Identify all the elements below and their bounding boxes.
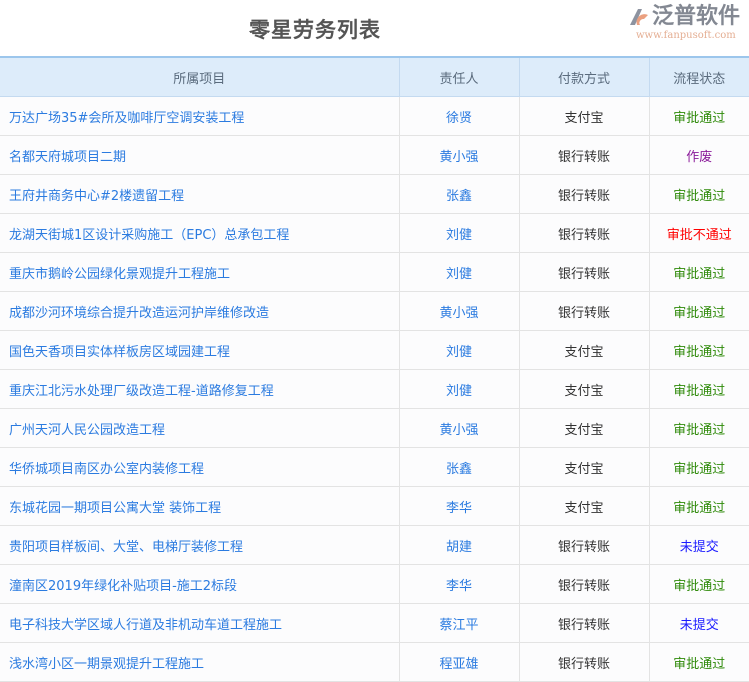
project-cell[interactable]: 龙湖天街城1区设计采购施工（EPC）总承包工程 [0, 213, 400, 253]
status-cell: 审批通过 [648, 252, 749, 292]
status-cell: 审批通过 [648, 174, 749, 214]
column-header-person[interactable]: 责任人 [398, 56, 520, 97]
person-cell[interactable]: 黄小强 [398, 135, 520, 175]
table-row[interactable]: 名都天府城项目二期 黄小强 银行转账 作废 [0, 135, 749, 175]
table-row[interactable]: 国色天香项目实体样板房区域园建工程 刘健 支付宝 审批通过 [0, 330, 749, 370]
payment-cell: 银行转账 [518, 135, 650, 175]
person-cell[interactable]: 胡建 [398, 525, 520, 565]
payment-cell: 支付宝 [518, 486, 650, 526]
status-cell: 审批通过 [648, 369, 749, 409]
person-cell[interactable]: 李华 [398, 564, 520, 604]
person-cell[interactable]: 黄小强 [398, 291, 520, 331]
payment-cell: 支付宝 [518, 330, 650, 370]
table-row[interactable]: 东城花园一期项目公寓大堂 装饰工程 李华 支付宝 审批通过 [0, 486, 749, 526]
project-cell[interactable]: 广州天河人民公园改造工程 [0, 408, 400, 448]
table-row[interactable]: 浅水湾小区一期景观提升工程施工 程亚雄 银行转账 审批通过 [0, 642, 749, 682]
person-cell[interactable]: 刘健 [398, 213, 520, 253]
person-cell[interactable]: 刘健 [398, 369, 520, 409]
table-row[interactable]: 成都沙河环境综合提升改造运河护岸维修改造 黄小强 银行转账 审批通过 [0, 291, 749, 331]
project-cell[interactable]: 东城花园一期项目公寓大堂 装饰工程 [0, 486, 400, 526]
table-row[interactable]: 电子科技大学区域人行道及非机动车道工程施工 蔡江平 银行转账 未提交 [0, 603, 749, 643]
status-cell: 审批不通过 [648, 213, 749, 253]
project-cell[interactable]: 王府井商务中心#2楼遗留工程 [0, 174, 400, 214]
payment-cell: 银行转账 [518, 642, 650, 682]
table-row[interactable]: 广州天河人民公园改造工程 黄小强 支付宝 审批通过 [0, 408, 749, 448]
payment-cell: 银行转账 [518, 213, 650, 253]
project-cell[interactable]: 贵阳项目样板间、大堂、电梯厅装修工程 [0, 525, 400, 565]
person-cell[interactable]: 程亚雄 [398, 642, 520, 682]
column-header-status[interactable]: 流程状态 [648, 56, 749, 97]
column-header-payment[interactable]: 付款方式 [518, 56, 650, 97]
payment-cell: 支付宝 [518, 408, 650, 448]
person-cell[interactable]: 张鑫 [398, 174, 520, 214]
table-row[interactable]: 万达广场35#会所及咖啡厅空调安装工程 徐贤 支付宝 审批通过 [0, 96, 749, 136]
project-cell[interactable]: 电子科技大学区域人行道及非机动车道工程施工 [0, 603, 400, 643]
person-cell[interactable]: 蔡江平 [398, 603, 520, 643]
payment-cell: 银行转账 [518, 174, 650, 214]
status-cell: 未提交 [648, 525, 749, 565]
fanpu-logo-icon [630, 9, 648, 25]
status-cell: 审批通过 [648, 96, 749, 136]
watermark-url: www.fanpusoft.com [636, 30, 736, 41]
page-title: 零星劳务列表 [249, 18, 381, 42]
status-cell: 审批通过 [648, 330, 749, 370]
project-cell[interactable]: 万达广场35#会所及咖啡厅空调安装工程 [0, 96, 400, 136]
project-cell[interactable]: 名都天府城项目二期 [0, 135, 400, 175]
status-cell: 审批通过 [648, 486, 749, 526]
labor-table: 所属项目 责任人 付款方式 流程状态 万达广场35#会所及咖啡厅空调安装工程 徐贤… [0, 56, 749, 682]
status-cell: 作废 [648, 135, 749, 175]
project-cell[interactable]: 浅水湾小区一期景观提升工程施工 [0, 642, 400, 682]
project-cell[interactable]: 重庆市鹅岭公园绿化景观提升工程施工 [0, 252, 400, 292]
person-cell[interactable]: 黄小强 [398, 408, 520, 448]
person-cell[interactable]: 刘健 [398, 252, 520, 292]
table-row[interactable]: 龙湖天街城1区设计采购施工（EPC）总承包工程 刘健 银行转账 审批不通过 [0, 213, 749, 253]
payment-cell: 支付宝 [518, 96, 650, 136]
column-header-project[interactable]: 所属项目 [0, 56, 400, 97]
status-cell: 未提交 [648, 603, 749, 643]
project-cell[interactable]: 潼南区2019年绿化补贴项目-施工2标段 [0, 564, 400, 604]
project-cell[interactable]: 国色天香项目实体样板房区域园建工程 [0, 330, 400, 370]
payment-cell: 银行转账 [518, 291, 650, 331]
table-header: 所属项目 责任人 付款方式 流程状态 [0, 56, 749, 97]
payment-cell: 银行转账 [518, 603, 650, 643]
watermark-name: 泛普软件 [652, 4, 741, 29]
table-row[interactable]: 贵阳项目样板间、大堂、电梯厅装修工程 胡建 银行转账 未提交 [0, 525, 749, 565]
table-row[interactable]: 重庆江北污水处理厂级改造工程-道路修复工程 刘健 支付宝 审批通过 [0, 369, 749, 409]
status-cell: 审批通过 [648, 447, 749, 487]
status-cell: 审批通过 [648, 642, 749, 682]
payment-cell: 支付宝 [518, 447, 650, 487]
project-cell[interactable]: 华侨城项目南区办公室内装修工程 [0, 447, 400, 487]
person-cell[interactable]: 张鑫 [398, 447, 520, 487]
project-cell[interactable]: 重庆江北污水处理厂级改造工程-道路修复工程 [0, 369, 400, 409]
status-cell: 审批通过 [648, 564, 749, 604]
payment-cell: 银行转账 [518, 525, 650, 565]
person-cell[interactable]: 李华 [398, 486, 520, 526]
payment-cell: 支付宝 [518, 369, 650, 409]
table-row[interactable]: 重庆市鹅岭公园绿化景观提升工程施工 刘健 银行转账 审批通过 [0, 252, 749, 292]
table-row[interactable]: 华侨城项目南区办公室内装修工程 张鑫 支付宝 审批通过 [0, 447, 749, 487]
table-row[interactable]: 潼南区2019年绿化补贴项目-施工2标段 李华 银行转账 审批通过 [0, 564, 749, 604]
person-cell[interactable]: 徐贤 [398, 96, 520, 136]
status-cell: 审批通过 [648, 291, 749, 331]
person-cell[interactable]: 刘健 [398, 330, 520, 370]
fanpu-watermark-logo: 泛普软件 www.fanpusoft.com [626, 4, 740, 42]
payment-cell: 银行转账 [518, 564, 650, 604]
project-cell[interactable]: 成都沙河环境综合提升改造运河护岸维修改造 [0, 291, 400, 331]
table-row[interactable]: 王府井商务中心#2楼遗留工程 张鑫 银行转账 审批通过 [0, 174, 749, 214]
payment-cell: 银行转账 [518, 252, 650, 292]
status-cell: 审批通过 [648, 408, 749, 448]
